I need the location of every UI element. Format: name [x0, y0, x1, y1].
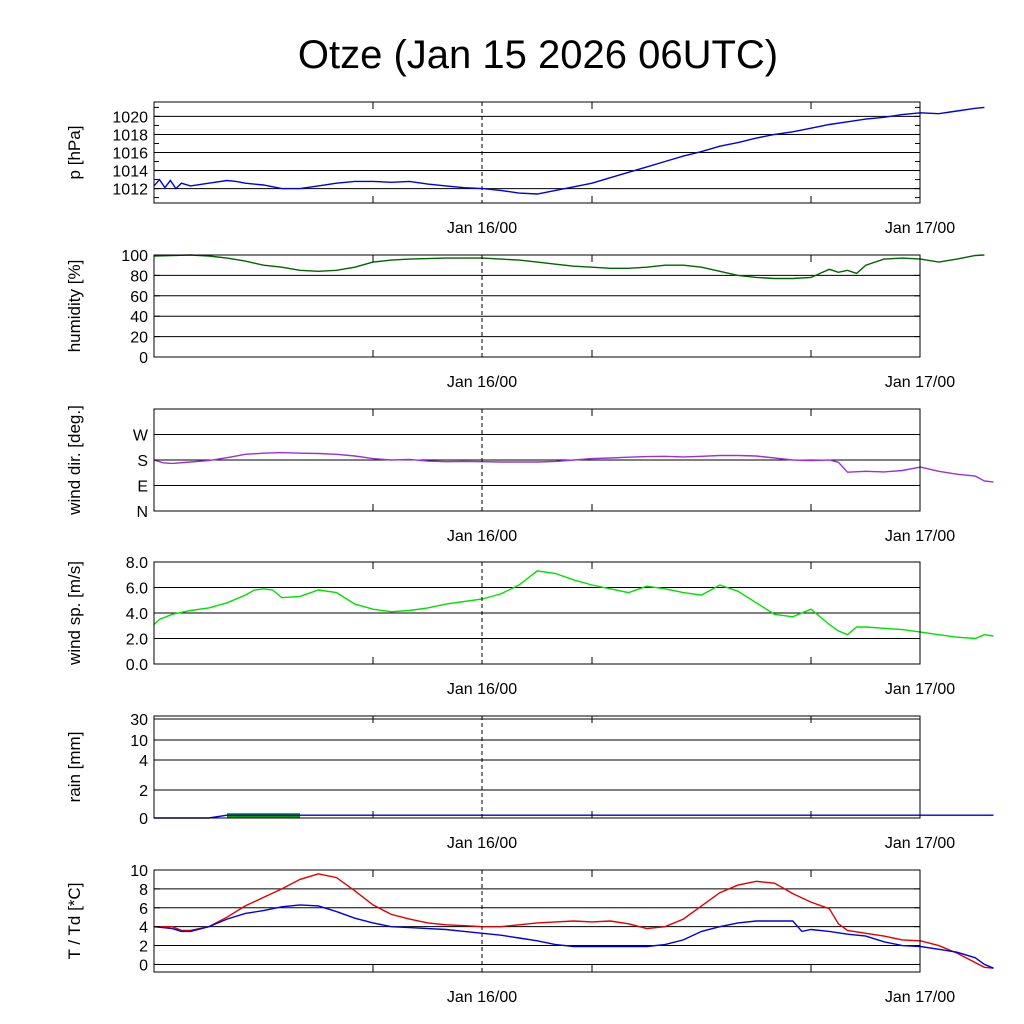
x-tick-label: Jan 17/00 [885, 989, 955, 1006]
series-line-wind_direction-0 [153, 451, 994, 483]
x-tick-label: Jan 17/00 [885, 528, 955, 545]
y-tick-label: 0.0 [126, 657, 148, 674]
y-tick-label: 6.0 [126, 581, 148, 598]
y-tick-label: 0 [139, 350, 148, 367]
y-tick-label: 1014 [112, 164, 148, 181]
y-tick-label: 1018 [112, 127, 148, 144]
x-tick-label: Jan 16/00 [447, 835, 517, 852]
y-tick-label: 40 [130, 309, 148, 326]
y-axis-label: p [hPa] [65, 126, 84, 180]
series-line-wind_speed-0 [153, 570, 994, 640]
y-tick-label: 2 [139, 939, 148, 956]
y-tick-label: 1020 [112, 109, 148, 126]
y-tick-label: 80 [130, 268, 148, 285]
y-tick-label: 0 [139, 957, 148, 974]
x-tick-label: Jan 16/00 [447, 528, 517, 545]
y-tick-label: 4.0 [126, 606, 148, 623]
y-tick-label: E [137, 479, 148, 496]
panel-temperature: 02 4 6 8 10 T / Td [*C] Jan 16/00 Jan 17/00 [65, 863, 994, 1006]
y-tick-label: 30 [130, 712, 148, 729]
y-tick-label: W [133, 428, 149, 445]
x-tick-label: Jan 16/00 [447, 681, 517, 698]
y-axis-label: wind dir. [deg.] [65, 405, 84, 516]
y-tick-label: 0 [139, 811, 148, 828]
y-tick-label: 8 [139, 882, 148, 899]
y-tick-label: 2.0 [126, 632, 148, 649]
plot-frame [153, 715, 921, 819]
y-tick-label: 1012 [112, 182, 148, 199]
y-tick-label: 60 [130, 289, 148, 306]
plot-frame [153, 254, 921, 358]
panel-rain: 0 2 4 10 30 rain [mm] Jan 16/00 Jan 17/00 [65, 712, 994, 852]
y-axis-label: humidity [%] [65, 260, 84, 353]
x-tick-label: Jan 17/00 [885, 374, 955, 391]
x-tick-label: Jan 17/00 [885, 220, 955, 237]
y-tick-label: 2 [139, 783, 148, 800]
series-line-temperature-td [153, 904, 994, 969]
series-line-humidity-0 [153, 254, 985, 280]
y-tick-label: 100 [121, 248, 148, 265]
series-line-pressure-0 [153, 106, 985, 195]
y-tick-label: 10 [130, 863, 148, 880]
y-tick-label: 8.0 [126, 555, 148, 572]
y-tick-label: N [136, 504, 148, 521]
y-axis-label: T / Td [*C] [65, 883, 84, 960]
y-axis-label: wind sp. [m/s] [65, 561, 84, 666]
x-tick-label: Jan 17/00 [885, 835, 955, 852]
chart-title: Otze (Jan 15 2026 06UTC) [298, 33, 778, 77]
x-tick-label: Jan 16/00 [447, 374, 517, 391]
y-tick-label: 1016 [112, 146, 148, 163]
panel-wind_speed: 0.0 2.0 4.0 6.0 8.0 wind sp. [m/s] Jan 16/00 Ja… [65, 555, 994, 698]
y-tick-label: 4 [139, 753, 148, 770]
panel-humidity: 0 20 40 60 80 100 humidity [%] Jan 16/00 Jan 17/… [65, 248, 985, 391]
y-tick-label: 20 [130, 330, 148, 347]
y-tick-label: S [137, 453, 148, 470]
series-line-temperature-t [154, 873, 994, 969]
x-tick-label: Jan 16/00 [447, 989, 517, 1006]
y-axis-label: rain [mm] [65, 732, 84, 803]
y-tick-label: 10 [130, 733, 148, 750]
x-tick-label: Jan 17/00 [885, 681, 955, 698]
plot-frame [153, 869, 921, 973]
y-tick-label: 4 [139, 920, 148, 937]
y-tick-label: 6 [139, 901, 148, 918]
x-tick-label: Jan 16/00 [447, 220, 517, 237]
